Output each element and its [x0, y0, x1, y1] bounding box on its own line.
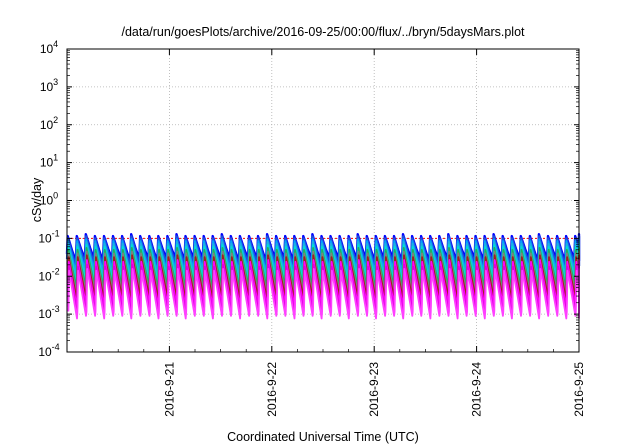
y-tick-label: 101 — [40, 153, 58, 170]
y-tick-label: 102 — [40, 115, 58, 132]
y-tick-labels: 10-4 10-3 10-2 10-1 100 101 102 103 104 — [38, 39, 579, 359]
x-tick-labels: 2016-9-21 2016-9-22 2016-9-23 2016-9-24 2016… — [92, 49, 586, 417]
y-tick-label: 10-2 — [38, 266, 59, 283]
x-tick-label: 2016-9-22 — [265, 362, 279, 417]
y-tick-label: 10-3 — [38, 304, 59, 321]
x-tick-label: 2016-9-21 — [162, 362, 176, 417]
y-axis-label: cSv/day — [30, 177, 44, 222]
x-tick-label: 2016-9-25 — [572, 362, 586, 417]
x-axis-label: Coordinated Universal Time (UTC) — [227, 430, 419, 444]
plot-frame — [66, 48, 580, 353]
y-tick-label: 100 — [40, 191, 58, 208]
x-tick-label: 2016-9-24 — [470, 362, 484, 417]
y-tick-label: 10-4 — [38, 342, 59, 359]
y-tick-label: 10-1 — [38, 228, 59, 245]
series-line-10 — [67, 268, 580, 320]
y-tick-label: 103 — [40, 77, 58, 94]
x-tick-label: 2016-9-23 — [367, 362, 381, 417]
series-lines — [65, 233, 581, 320]
chart-title: /data/run/goesPlots/archive/2016-09-25/0… — [121, 25, 525, 39]
y-tick-label: 104 — [40, 39, 58, 56]
